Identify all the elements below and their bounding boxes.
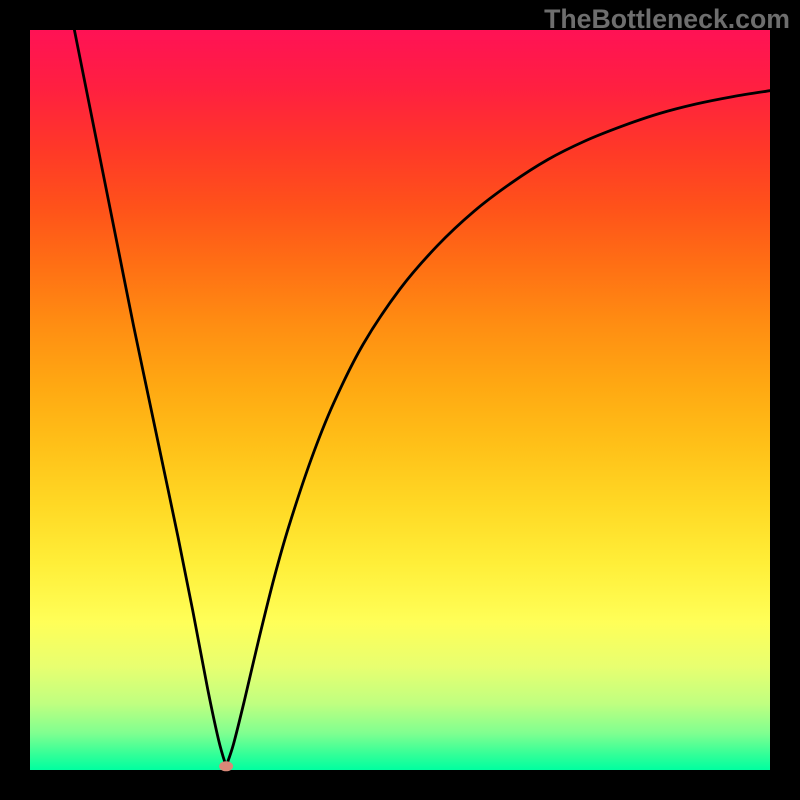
watermark-text: TheBottleneck.com (544, 4, 790, 35)
chart-container: TheBottleneck.com (0, 0, 800, 800)
minimum-marker (219, 761, 233, 771)
plot-background (30, 30, 770, 770)
bottleneck-curve-chart (0, 0, 800, 800)
